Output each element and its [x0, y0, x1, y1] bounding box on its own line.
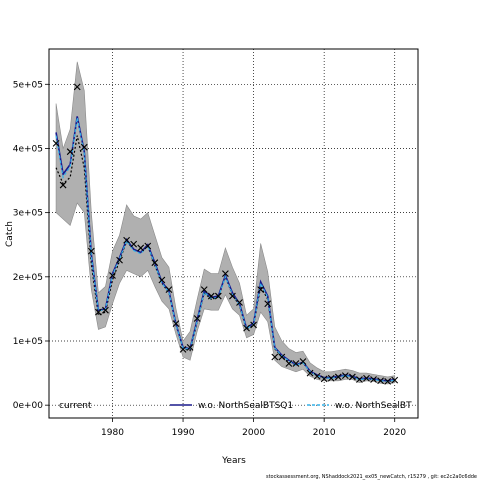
- observed-point: [123, 236, 130, 244]
- observed-point: [229, 292, 236, 300]
- observed-point: [370, 376, 377, 383]
- x-tick-label: 1990: [172, 428, 195, 438]
- observed-point: [356, 376, 363, 383]
- observed-point: [377, 377, 384, 385]
- x-tick-label: 2000: [242, 428, 265, 438]
- observed-point: [384, 378, 392, 385]
- observed-point: [327, 374, 335, 382]
- x-tick-label: 1980: [101, 428, 124, 438]
- confidence-band: [55, 61, 396, 385]
- observed-point: [257, 286, 265, 294]
- y-tick-label: 3e+05: [13, 209, 43, 219]
- observed-point: [151, 259, 159, 267]
- observed-point: [299, 358, 307, 365]
- observed-point: [52, 139, 60, 147]
- observed-point: [341, 372, 349, 380]
- observed-point: [87, 247, 95, 255]
- plot-frame: [48, 48, 419, 419]
- observed-point: [278, 353, 286, 361]
- observed-point: [214, 292, 222, 300]
- y-tick-label: 4e+05: [13, 144, 43, 154]
- legend-label-0: current: [59, 401, 92, 411]
- y-tick-label: 1e+05: [13, 337, 43, 347]
- observed-point: [165, 286, 173, 294]
- observed-point: [207, 292, 215, 300]
- observed-point: [313, 372, 321, 380]
- y-tick-label: 5e+05: [13, 80, 43, 90]
- y-axis: 0e+00 1e+05 2e+05 3e+05 4e+05 5e+05: [13, 80, 49, 411]
- observed-point: [236, 299, 243, 306]
- legend: current w.o. NorthSealBTSQ1 w.o. NorthSeal…: [59, 401, 412, 411]
- observed-point: [193, 315, 201, 322]
- observed-point: [285, 360, 293, 367]
- observed-point: [221, 270, 229, 277]
- x-tick-label: 2020: [383, 428, 406, 438]
- observed-point: [306, 369, 314, 377]
- observed-point: [200, 286, 208, 294]
- y-tick-label: 2e+05: [13, 273, 43, 283]
- observed-point: [109, 272, 116, 279]
- observed-point: [391, 376, 399, 384]
- x-axis-title: Years: [221, 456, 246, 466]
- observed-point: [137, 244, 145, 252]
- observed-point: [59, 181, 67, 189]
- x-axis: 1980 1990 2000 2010 2020: [101, 418, 406, 438]
- observed-point: [66, 148, 74, 156]
- observed-point: [334, 373, 342, 381]
- legend-label-2: w.o. NorthSealBT: [335, 401, 412, 411]
- observed-point: [158, 276, 166, 284]
- footer-text: stockassessment.org, NShaddock2021_ex05_…: [266, 474, 477, 480]
- observed-point: [292, 360, 300, 367]
- y-tick-label: 0e+00: [13, 401, 44, 411]
- observed-point: [144, 242, 152, 250]
- observed-point: [94, 308, 102, 316]
- observed-point: [172, 320, 180, 328]
- observed-point: [363, 374, 370, 382]
- observed-point: [186, 344, 194, 351]
- observed-point: [130, 240, 138, 248]
- observed-point: [243, 324, 250, 332]
- observed-point: [80, 143, 88, 151]
- observed-point: [102, 306, 109, 314]
- y-axis-title: Catch: [5, 221, 15, 247]
- observed-point: [271, 353, 279, 361]
- observed-point: [116, 256, 123, 264]
- observed-point: [73, 83, 81, 91]
- legend-label-1: w.o. NorthSealBTSQ1: [198, 401, 293, 411]
- observed-markers: [52, 83, 399, 385]
- observed-point: [320, 375, 328, 383]
- x-tick-label: 2010: [313, 428, 336, 438]
- observed-point: [179, 345, 187, 353]
- grid-lines: [49, 49, 418, 418]
- observed-point: [250, 321, 257, 329]
- observed-point: [348, 373, 356, 381]
- observed-point: [264, 300, 272, 308]
